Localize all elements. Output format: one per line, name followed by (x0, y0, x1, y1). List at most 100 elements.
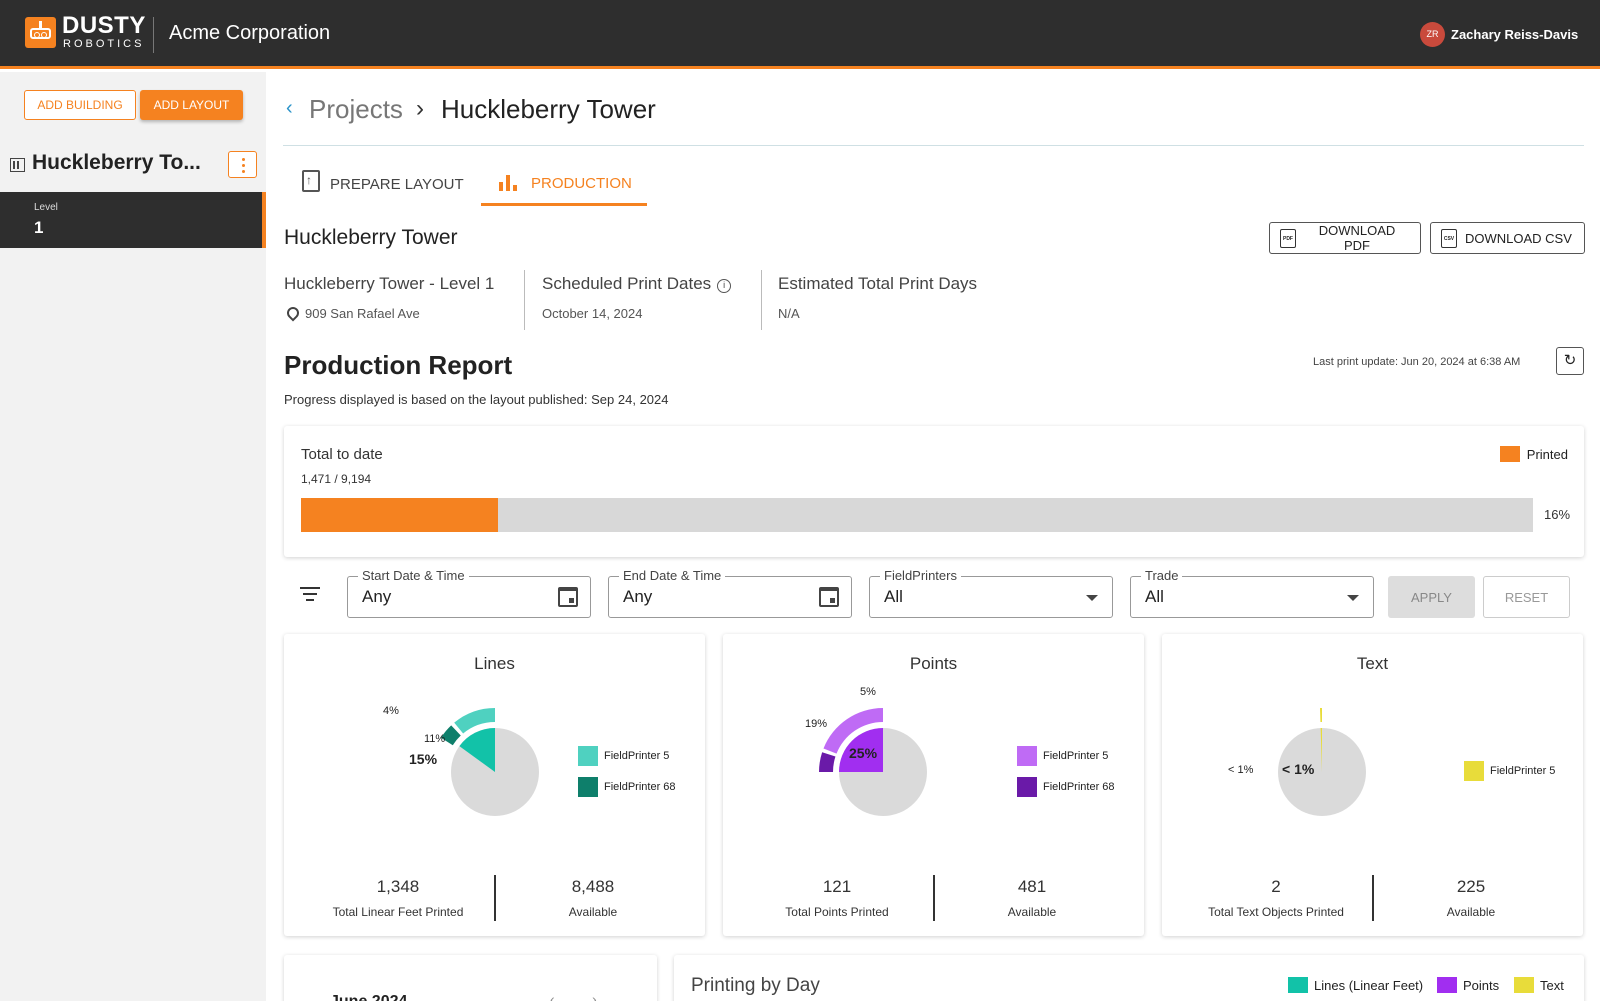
stat-value: 481 (1017, 877, 1047, 896)
top-bar: DUSTY ROBOTICS Acme Corporation ZR Zacha… (0, 0, 1600, 69)
last-update: Last print update: Jun 20, 2024 at 6:38 … (1313, 356, 1521, 368)
stat-value: 2 (1271, 877, 1281, 896)
trade-label: Trade (1141, 568, 1183, 583)
info-icon[interactable]: i (717, 279, 732, 293)
building-menu-button[interactable] (228, 151, 257, 178)
caret-down-icon (1347, 595, 1359, 601)
company-name[interactable]: Acme Corporation (169, 22, 331, 44)
logo-subtext: ROBOTICS (63, 38, 145, 50)
end-date-input[interactable]: End Date & Time Any (608, 568, 852, 618)
address: 909 San Rafael Ave (284, 304, 420, 322)
legend-swatch (1464, 761, 1484, 781)
stat-value: 225 (1456, 877, 1486, 896)
layout-name: Huckleberry Tower - Level 1 (284, 274, 495, 293)
text-title: Text (1356, 654, 1389, 673)
tab-production[interactable]: PRODUCTION (481, 171, 647, 206)
back-chevron-icon[interactable]: ‹ (286, 97, 293, 119)
stat-label: Total Points Printed (785, 905, 889, 919)
calendar-icon[interactable] (819, 587, 839, 607)
address-text: 909 San Rafael Ave (305, 306, 420, 321)
logo-text: DUSTY (62, 12, 146, 39)
calendar-card: June 2024 ‹ › (284, 955, 657, 1001)
lines-total-percent: 15% (409, 751, 438, 767)
fieldprinters-select[interactable]: FieldPrinters All (869, 568, 1113, 618)
reset-button[interactable]: RESET (1483, 576, 1570, 618)
estimate-label: Estimated Total Print Days (778, 274, 978, 293)
user-name[interactable]: Zachary Reiss-Davis (1451, 27, 1579, 42)
legend-fieldprinter-68: FieldPrinter 68 (1017, 777, 1115, 797)
legend-fieldprinter-68: FieldPrinter 68 (578, 777, 676, 797)
points-total-slice (839, 728, 883, 772)
legend-label: FieldPrinter 68 (1043, 781, 1115, 793)
schedule-label: Scheduled Print Dates (542, 274, 712, 293)
download-csv-label: DOWNLOAD CSV (1465, 230, 1572, 246)
legend-swatch (1499, 446, 1520, 462)
lines-printed-stat: 1,348 Total Linear Feet Printed (303, 877, 493, 919)
add-layout-button[interactable]: ADD LAYOUT (140, 90, 243, 120)
prev-month-icon[interactable]: ‹ (550, 991, 555, 1001)
dusty-logo-icon (25, 17, 56, 48)
text-available-stat: 225 Available (1376, 877, 1566, 919)
download-csv-button[interactable]: CSV DOWNLOAD CSV (1430, 222, 1585, 254)
text-printed-stat: 2 Total Text Objects Printed (1181, 877, 1371, 919)
breadcrumb-projects[interactable]: Projects (309, 94, 403, 124)
avatar[interactable]: ZR (1420, 22, 1445, 47)
printing-by-day-card: Printing by Day Lines (Linear Feet) Poin… (674, 955, 1584, 1001)
text-fp5-percent: < 1% (1228, 764, 1254, 776)
start-date-input[interactable]: Start Date & Time Any (347, 568, 591, 618)
legend-swatch (1437, 977, 1457, 993)
legend-label: FieldPrinter 5 (1043, 750, 1109, 762)
tab-prepare-layout[interactable]: PREPARE LAYOUT (302, 170, 464, 207)
lines-fp68-arc (440, 725, 461, 746)
sidebar-item-level-1[interactable]: Level 1 (0, 192, 266, 248)
start-date-value: Any (362, 587, 392, 606)
stat-divider (1372, 875, 1374, 921)
total-count: 1,471 / 9,194 (301, 472, 372, 486)
legend-label: Text (1540, 977, 1564, 993)
start-date-label: Start Date & Time (358, 568, 469, 583)
legend-fieldprinter-5: FieldPrinter 5 (578, 746, 669, 766)
printing-by-day-title: Printing by Day (691, 975, 820, 996)
points-total-percent: 25% (849, 745, 878, 761)
schedule-heading: Scheduled Print Dates i (542, 274, 732, 294)
points-donut-chart: 19% 5% 25% (805, 686, 927, 816)
legend-label: FieldPrinter 5 (1490, 765, 1556, 777)
level-label: Level (34, 202, 58, 213)
tab-production-label: PRODUCTION (531, 175, 632, 192)
refresh-icon[interactable]: ↻ (1556, 347, 1584, 375)
lines-title: Lines (474, 654, 515, 673)
report-title: Production Report (284, 350, 513, 380)
legend-fieldprinter-5: FieldPrinter 5 (1464, 761, 1555, 781)
lines-card: Lines 11% 4% 15% FieldPrinter 5 FieldPri… (284, 634, 705, 936)
filter-icon[interactable] (300, 586, 320, 602)
building-name[interactable]: Huckleberry To... (32, 151, 201, 174)
legend-swatch (578, 777, 598, 797)
lines-fp5-percent: 11% (424, 733, 445, 745)
text-total-percent: < 1% (1282, 761, 1315, 777)
legend-label: Printed (1526, 446, 1568, 462)
legend-points: Points (1437, 977, 1499, 993)
total-to-date-card: Total to date 1,471 / 9,194 Printed 16% (284, 426, 1584, 557)
stat-value: 1,348 (376, 877, 420, 896)
calendar-icon[interactable] (558, 587, 578, 607)
legend-lines: Lines (Linear Feet) (1288, 977, 1423, 993)
legend-fieldprinter-5: FieldPrinter 5 (1017, 746, 1108, 766)
trade-select[interactable]: Trade All (1130, 568, 1374, 618)
add-building-button[interactable]: ADD BUILDING (24, 90, 136, 120)
fieldprinters-label: FieldPrinters (880, 568, 961, 583)
next-month-icon[interactable]: › (592, 991, 597, 1001)
points-fp68-arc (819, 752, 836, 772)
section-title: Huckleberry Tower (284, 226, 458, 249)
stat-label: Total Text Objects Printed (1208, 905, 1344, 919)
download-pdf-button[interactable]: PDF DOWNLOAD PDF (1269, 222, 1421, 254)
lines-total-slice (459, 728, 495, 772)
stat-divider (933, 875, 935, 921)
text-donut-chart: < 1% < 1% (1228, 708, 1366, 816)
location-pin-icon (284, 304, 302, 322)
legend-swatch (1514, 977, 1534, 993)
lines-fp68-percent: 4% (383, 705, 399, 717)
caret-down-icon (1086, 595, 1098, 601)
apply-button[interactable]: APPLY (1388, 576, 1475, 618)
points-title: Points (909, 654, 958, 673)
text-fp5-arc (1319, 708, 1322, 723)
